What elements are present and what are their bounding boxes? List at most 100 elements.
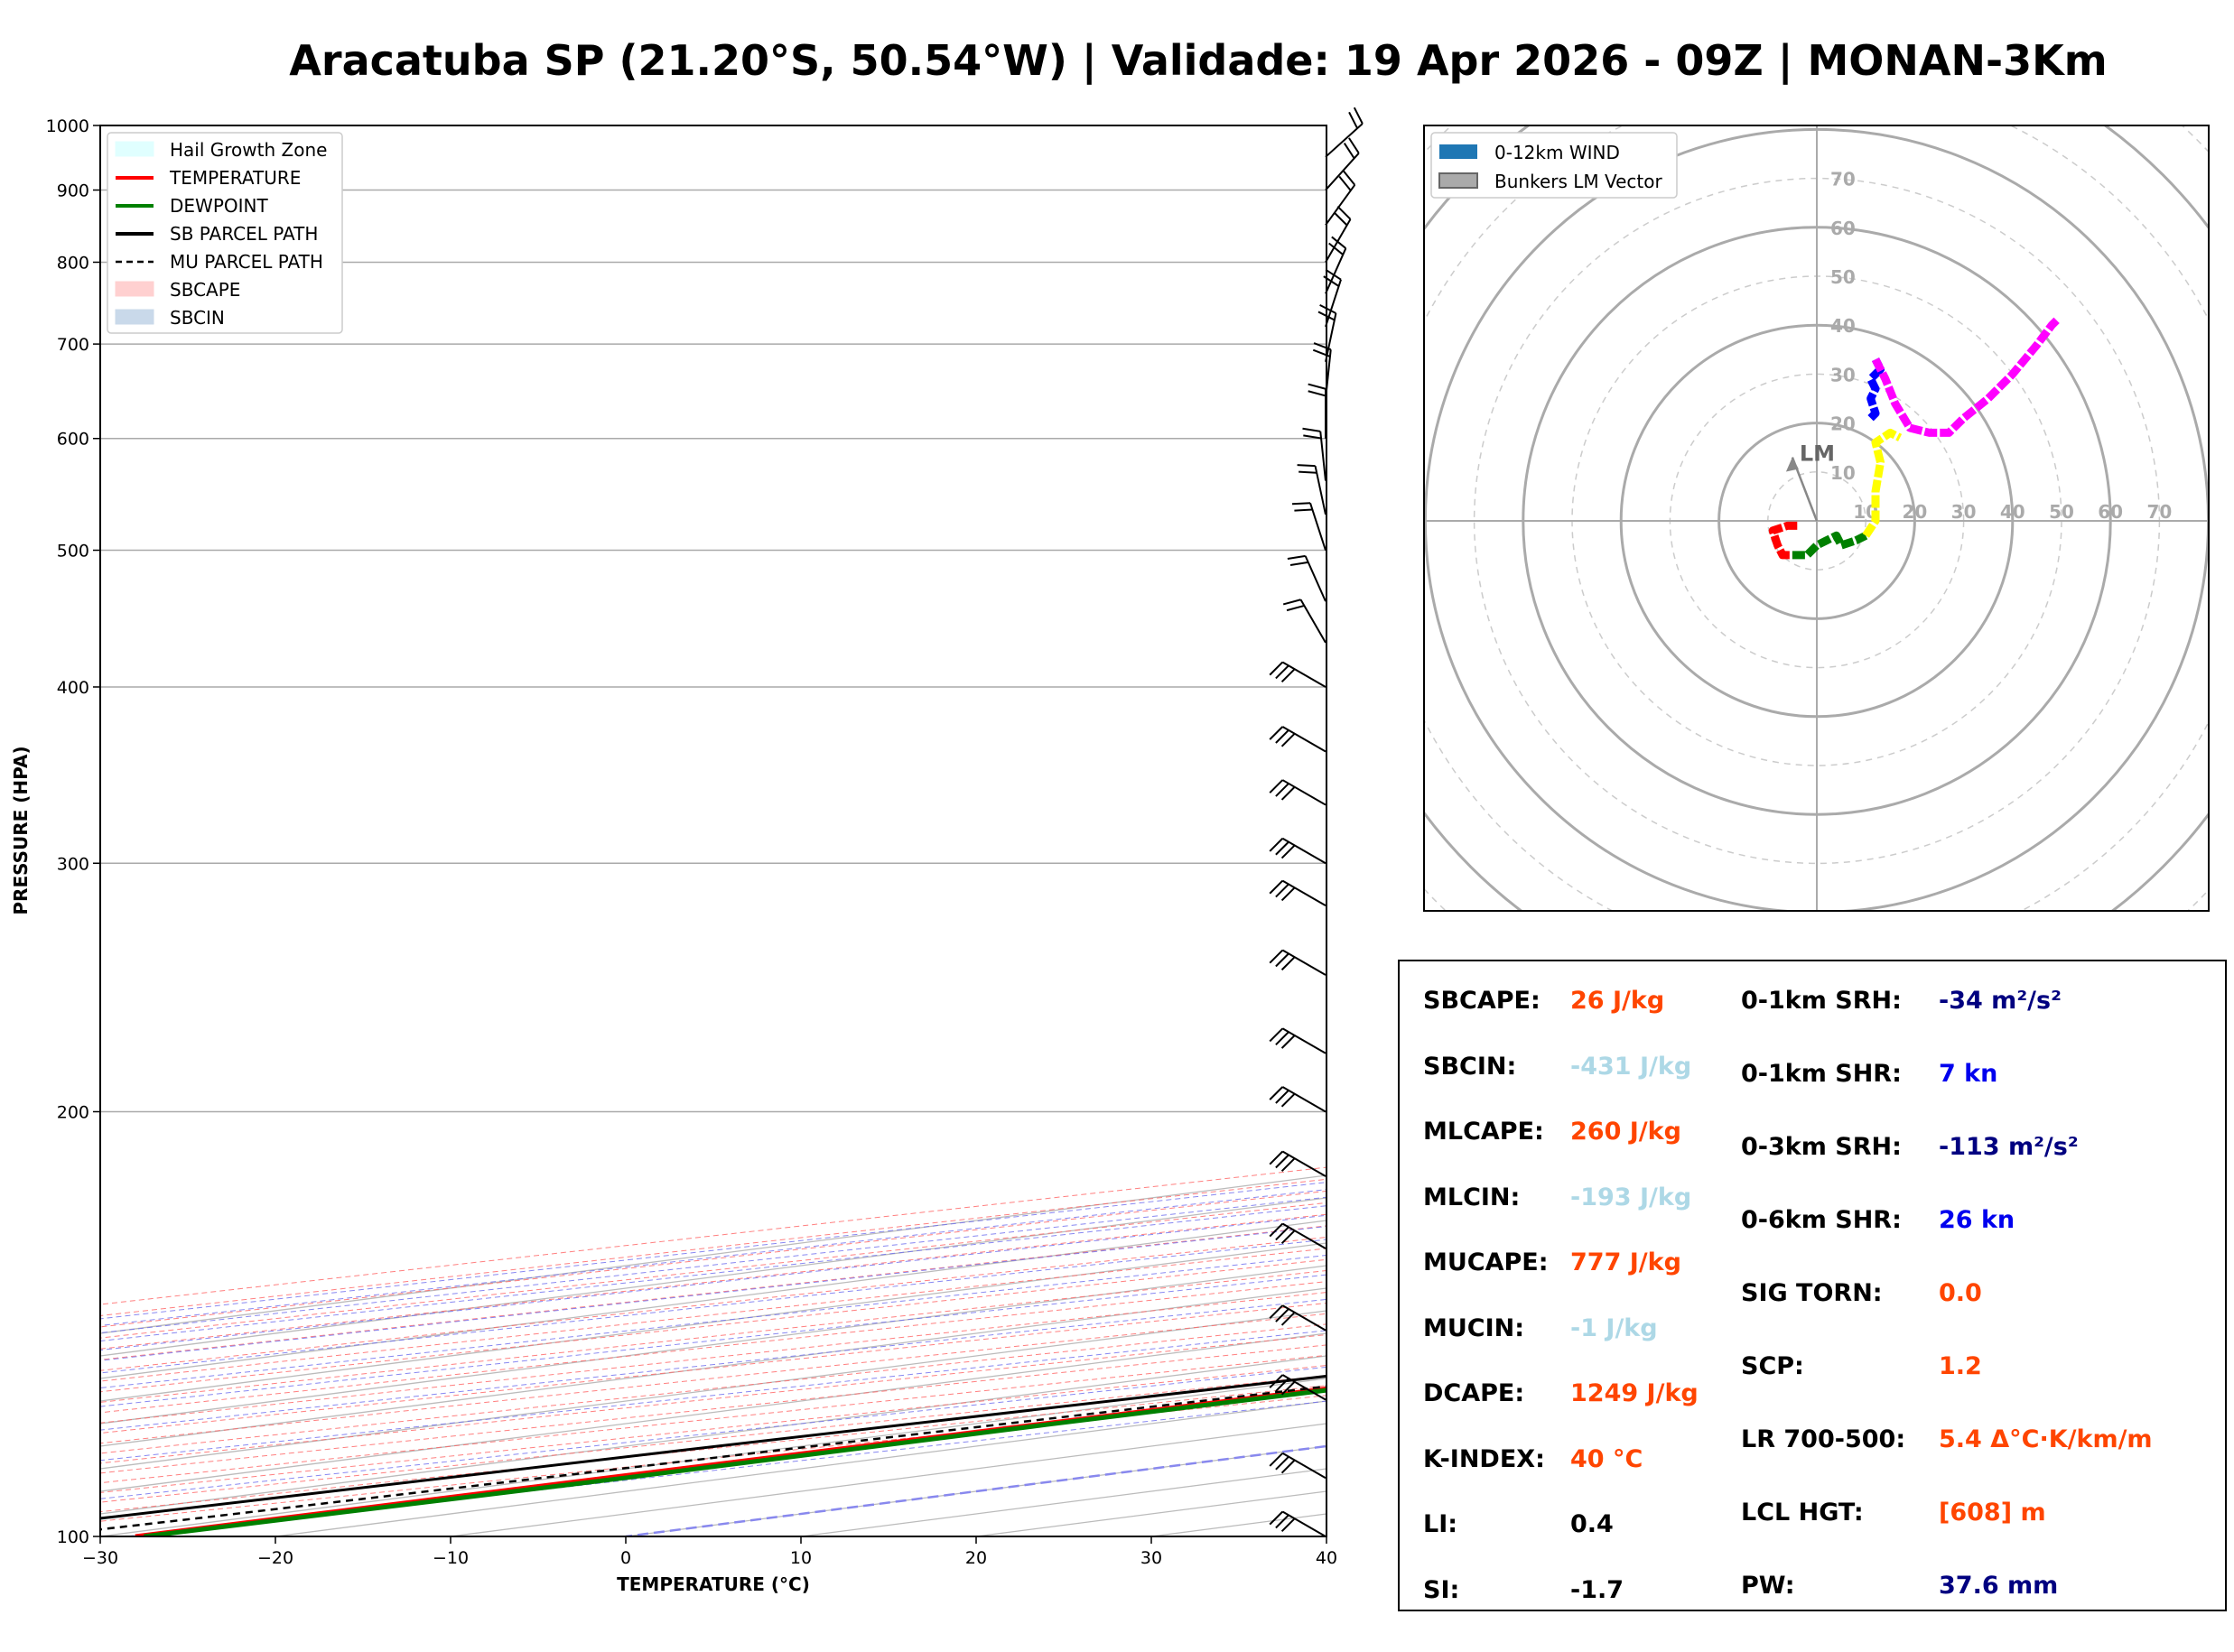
param-value: 37.6 mm: [1939, 1572, 2059, 1600]
param-value: 0.4: [1570, 1510, 1614, 1538]
ring-label: 30: [1951, 501, 1977, 523]
param-label: LI:: [1423, 1510, 1458, 1538]
x-tick-label: −10: [433, 1548, 469, 1568]
legend-label: Hail Growth Zone: [170, 139, 327, 161]
ring-label: 40: [1830, 315, 1856, 337]
y-tick-label: 800: [57, 253, 89, 273]
wind-barb-flag: [1289, 561, 1308, 567]
param-label: 0-3km SRH:: [1741, 1133, 1902, 1161]
wind-barb-flag: [1269, 1150, 1284, 1165]
hodograph-1-3km-trace: [1792, 531, 1868, 560]
wind-barb-flag: [1269, 1452, 1284, 1467]
wind-barb-flag: [1269, 879, 1284, 895]
isotherm-line: [100, 1220, 1326, 1379]
ring-label: 20: [1830, 413, 1856, 435]
wind-barb-flag: [1280, 732, 1296, 747]
ring-label: 60: [1830, 218, 1856, 239]
wind-barb-flag: [1287, 554, 1306, 560]
param-label: SIG TORN:: [1741, 1279, 1883, 1307]
wind-barb-flag: [1275, 783, 1289, 797]
param-label: DCAPE:: [1423, 1379, 1525, 1407]
ring-label: 40: [2000, 501, 2025, 523]
x-tick-label: −20: [257, 1548, 293, 1568]
wind-barb-flag: [1269, 1304, 1284, 1319]
wind-barb-flag: [1280, 1381, 1296, 1396]
param-label: PW:: [1741, 1572, 1795, 1600]
param-value: 40 °C: [1570, 1444, 1643, 1473]
legend-label: MU PARCEL PATH: [170, 251, 323, 273]
wind-barb: [1281, 1150, 1326, 1177]
wind-barb-flag: [1275, 952, 1289, 968]
ring-label: 10: [1830, 462, 1856, 484]
skewt-frame: [99, 125, 1327, 1537]
ring-label: 70: [1830, 169, 1856, 190]
wind-barb-flag: [1269, 1510, 1284, 1526]
mu-parcel-path-line: [100, 1385, 1326, 1531]
wind-barb: [1325, 312, 1337, 362]
wind-barb: [1281, 1452, 1326, 1480]
y-tick-label: 1000: [46, 116, 89, 136]
param-value: 5.4 Δ°C·K/km/m: [1939, 1425, 2153, 1453]
hodograph-9-12km-trace: [1871, 317, 2060, 437]
x-tick-label: 20: [965, 1548, 987, 1568]
param-value: -1 J/kg: [1570, 1313, 1658, 1342]
wind-barb: [1299, 599, 1326, 644]
wind-barb-flag: [1348, 137, 1360, 154]
wind-barb-flag: [1333, 211, 1348, 227]
wind-barb-flag: [1269, 838, 1284, 852]
wind-barb-flag: [1303, 434, 1322, 440]
hodograph-ring: [1424, 125, 2209, 911]
param-value: 7 kn: [1939, 1060, 1998, 1088]
wind-barb-flag: [1280, 1230, 1296, 1245]
y-tick-label: 600: [57, 430, 89, 450]
x-axis-label: TEMPERATURE (°C): [617, 1573, 810, 1595]
isotherm-line: [100, 1265, 1326, 1425]
y-tick-label: 300: [57, 854, 89, 874]
wind-barb-flag: [1342, 170, 1356, 186]
hodograph-legend: 0-12km WIND Bunkers LM Vector: [1430, 132, 1678, 199]
legend-label: SBCIN: [170, 307, 225, 329]
legend-label: SBCAPE: [170, 279, 240, 301]
ring-label: 50: [1830, 266, 1856, 288]
wind-barb-flag: [1275, 664, 1289, 680]
wind-barb-flag: [1269, 1027, 1284, 1043]
wind-barb-flag: [1275, 1090, 1289, 1104]
wind-barb: [1281, 779, 1326, 806]
wind-barb-flag: [1275, 1308, 1289, 1323]
wind-barb-flag: [1275, 840, 1289, 856]
param-value: -193 J/kg: [1570, 1183, 1692, 1211]
param-value: 1.2: [1939, 1352, 1982, 1380]
param-label: SI:: [1423, 1575, 1460, 1604]
param-label: SBCAPE:: [1423, 987, 1541, 1015]
wind-barb-flag: [1302, 427, 1321, 432]
wind-barb: [1325, 123, 1364, 158]
y-tick-label: 400: [57, 678, 89, 698]
wind-barb-flag: [1275, 1226, 1289, 1241]
wind-barb-flag: [1348, 111, 1359, 129]
wind-barb: [1325, 152, 1360, 191]
y-tick-label: 700: [57, 335, 89, 355]
ring-label: 30: [1830, 364, 1856, 385]
wind-barb: [1314, 465, 1326, 515]
wind-barb: [1281, 1027, 1326, 1054]
wind-barb-flag: [1299, 470, 1317, 474]
wind-barb: [1325, 184, 1356, 226]
y-tick-label: 200: [57, 1102, 89, 1122]
param-label: 0-1km SHR:: [1741, 1060, 1902, 1088]
lm-label: LM: [1800, 441, 1835, 467]
legend-swatch: [1438, 172, 1478, 189]
isotherm-line: [100, 1287, 1326, 1447]
wind-barb: [1319, 431, 1326, 481]
wind-barb: [1281, 1304, 1326, 1332]
wind-barb: [1325, 349, 1332, 400]
param-value: 1249 J/kg: [1570, 1379, 1699, 1407]
wind-barb-flag: [1269, 949, 1284, 964]
wind-barb-flag: [1294, 508, 1313, 512]
wind-barb-flag: [1331, 236, 1346, 249]
x-tick-label: 30: [1140, 1548, 1162, 1568]
wind-barb: [1281, 1374, 1326, 1401]
wind-barb-flag: [1269, 1222, 1284, 1238]
wind-barb-flag: [1297, 464, 1316, 468]
isotherm-line: [100, 1197, 1326, 1357]
